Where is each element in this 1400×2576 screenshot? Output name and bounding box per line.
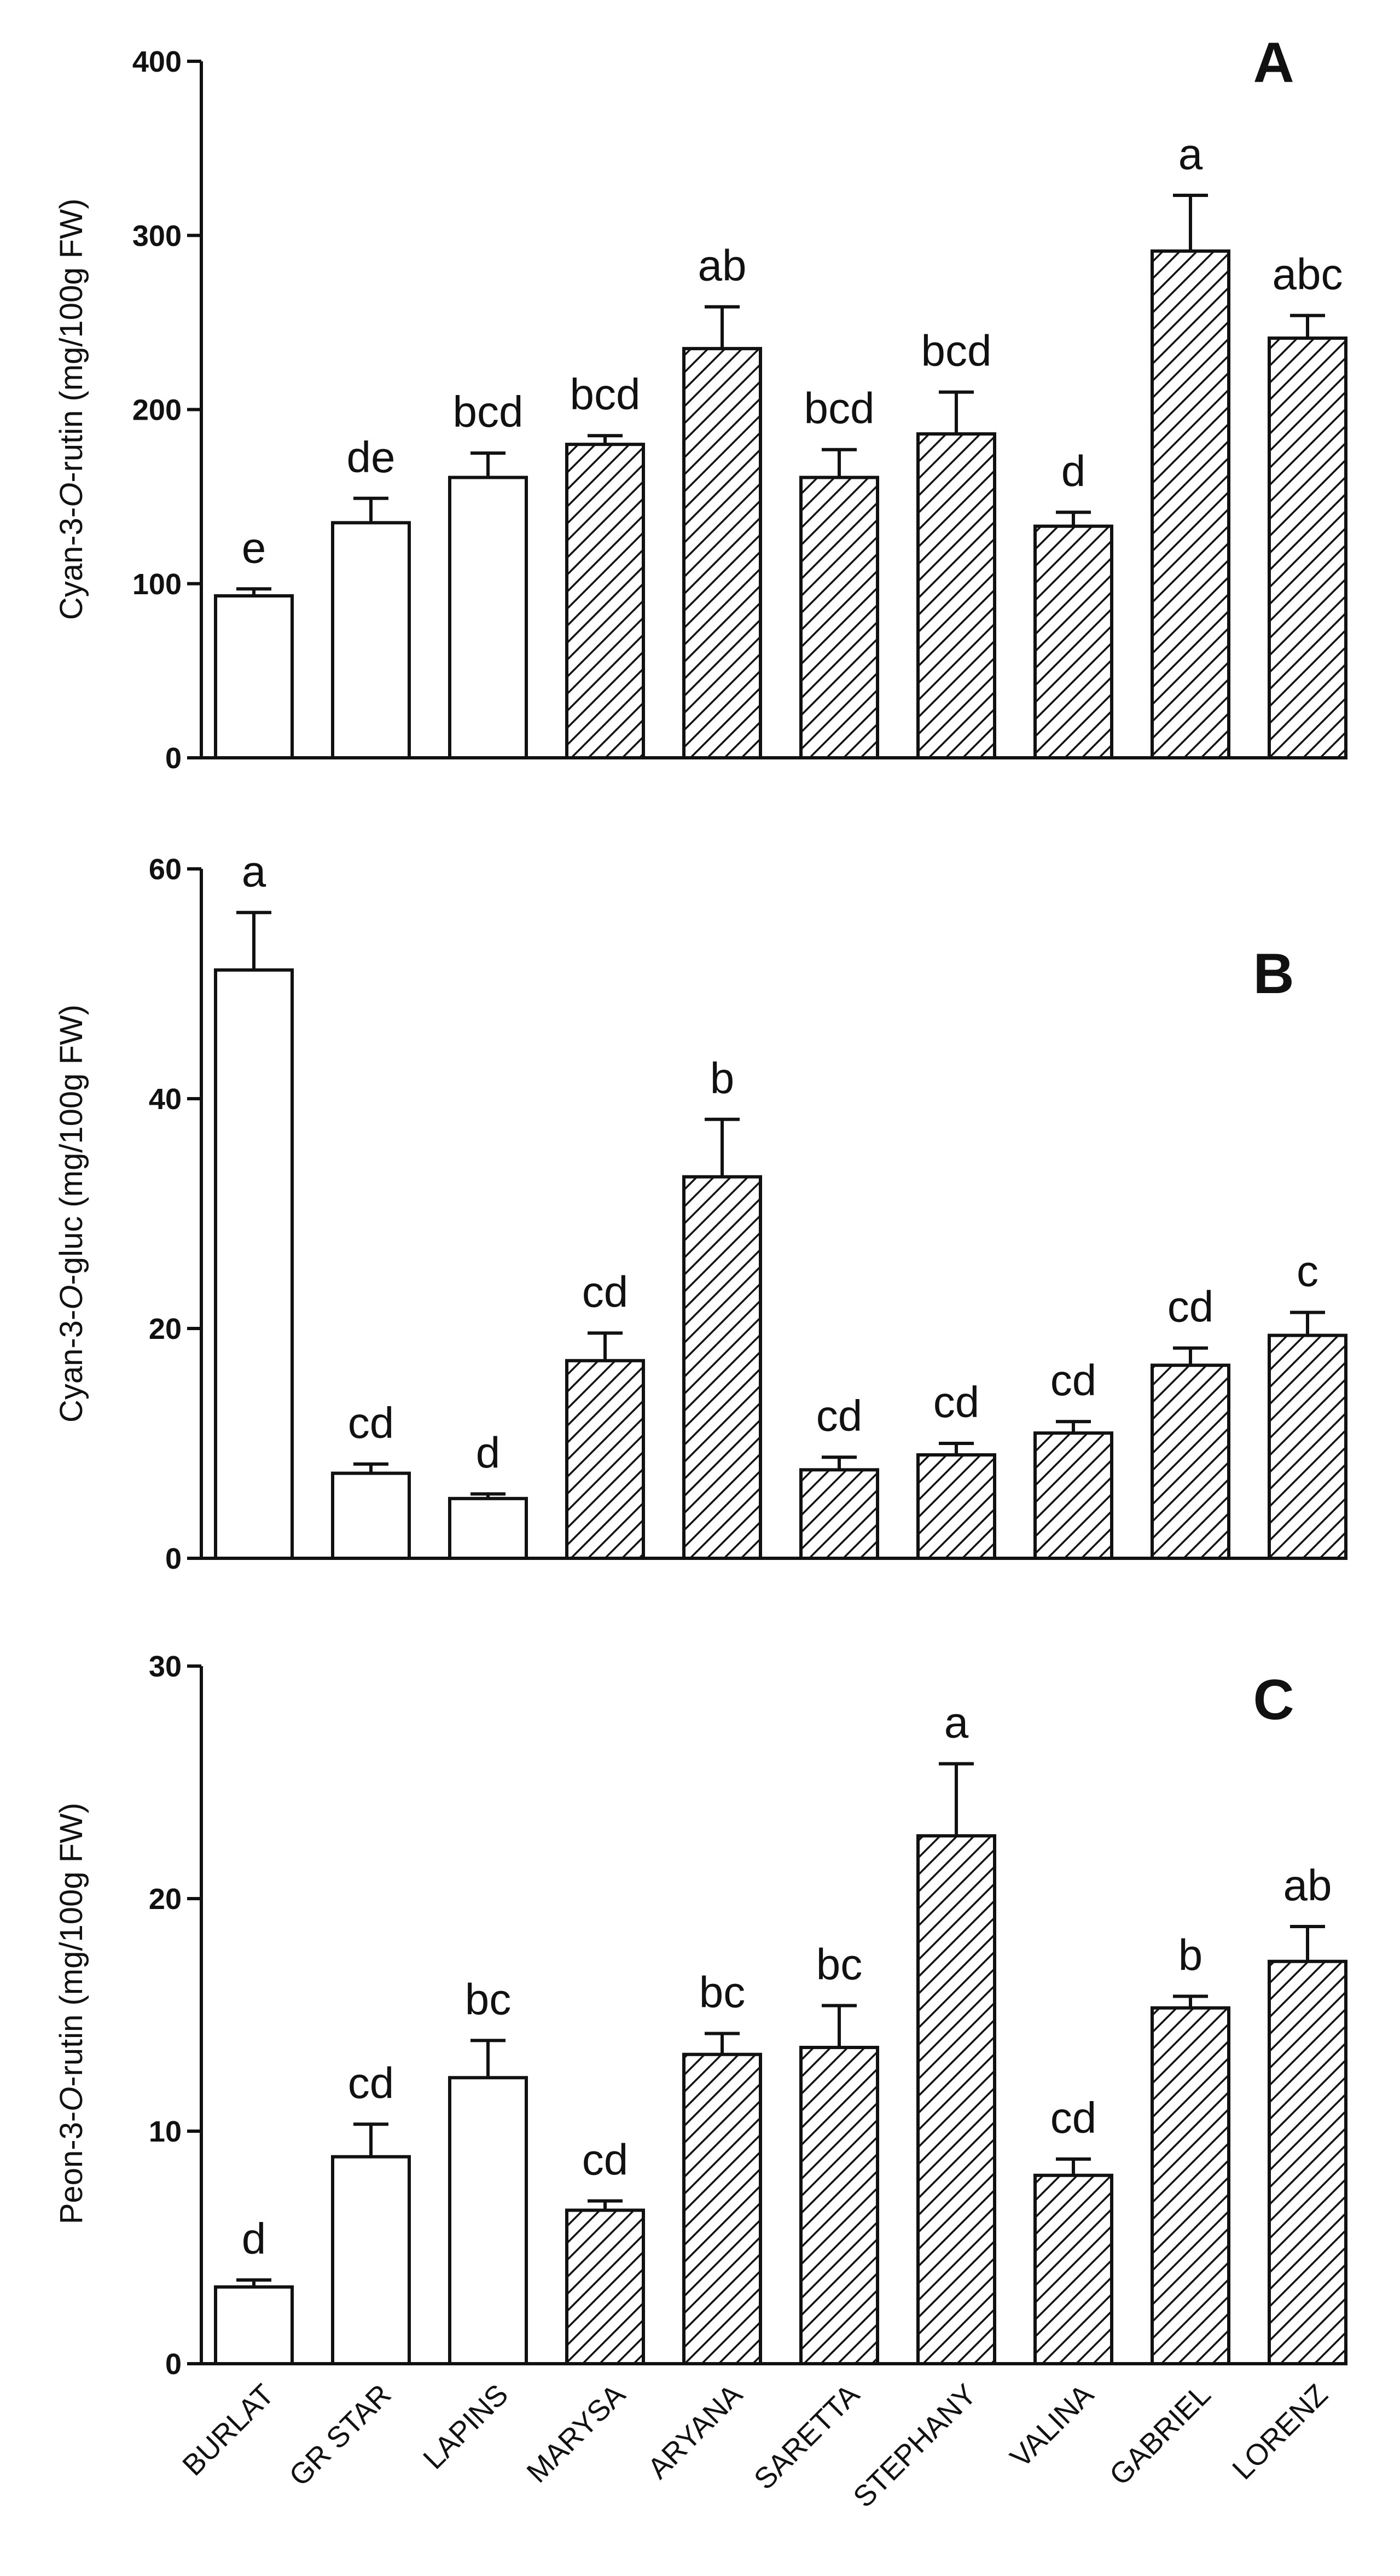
y-tick-label: 0 xyxy=(165,2348,182,2381)
bar-valina xyxy=(1033,1431,1113,1560)
bar-lapins xyxy=(448,1496,528,1560)
category-label: SARETTA xyxy=(748,2378,866,2496)
significance-letter: bcd xyxy=(453,387,524,436)
significance-letter: a xyxy=(944,1698,969,1747)
significance-letter: d xyxy=(1061,446,1086,495)
category-label: MARYSA xyxy=(520,2378,631,2489)
bar-valina xyxy=(1033,524,1113,759)
panel-b: 0 20 40 60 Cyan-3-O-gluc (mg/100g FW) Ba cd d cd… xyxy=(54,847,1347,1575)
significance-letter: a xyxy=(242,847,266,896)
category-label: STEPHANY xyxy=(847,2378,983,2514)
bar-lapins xyxy=(448,2076,528,2365)
bar-lorenz xyxy=(1268,1333,1347,1560)
y-tick-label: 20 xyxy=(149,1883,182,1916)
significance-letter: bcd xyxy=(804,384,875,433)
significance-letter: bc xyxy=(465,1975,512,2023)
category-label: BURLAT xyxy=(176,2378,280,2482)
bar-marysa xyxy=(565,2208,645,2365)
significance-letter: cd xyxy=(933,1378,980,1426)
y-axis-title: Peon-3-O-rutin (mg/100g FW) xyxy=(54,1803,89,2224)
panel-label: A xyxy=(1253,31,1294,95)
category-label: ARYANA xyxy=(642,2378,749,2485)
bar-aryana xyxy=(682,347,762,759)
significance-letter: d xyxy=(242,2214,266,2263)
significance-letter: cd xyxy=(1050,1356,1097,1405)
significance-letter: e xyxy=(242,523,266,572)
y-tick-label: 60 xyxy=(149,853,182,886)
panel-label: C xyxy=(1253,1668,1294,1732)
bar-aryana xyxy=(682,1175,762,1560)
bar-burlat xyxy=(214,2285,294,2365)
bar-burlat xyxy=(214,968,294,1560)
bar-gabriel xyxy=(1151,249,1230,759)
y-tick-label: 10 xyxy=(149,2115,182,2148)
bar-lorenz xyxy=(1268,336,1347,759)
significance-letter: cd xyxy=(348,2058,394,2107)
category-label: VALINA xyxy=(1004,2378,1100,2474)
y-tick-label: 40 xyxy=(149,1083,182,1116)
significance-letter: cd xyxy=(582,2136,629,2184)
significance-letter: cd xyxy=(582,1267,629,1316)
significance-letter: d xyxy=(476,1428,501,1477)
significance-letter: ab xyxy=(1283,1861,1332,1910)
y-tick-label: 30 xyxy=(149,1650,182,1683)
bar-gabriel xyxy=(1151,1364,1230,1560)
bar-valina xyxy=(1033,2173,1113,2365)
bar-stephany xyxy=(916,1453,996,1560)
significance-letter: bc xyxy=(699,1968,746,2017)
y-axis-title: Cyan-3-O-rutin (mg/100g FW) xyxy=(54,199,89,620)
y-tick-label: 200 xyxy=(132,394,182,427)
y-tick-label: 100 xyxy=(132,568,182,601)
significance-letter: a xyxy=(1178,130,1203,178)
bar-burlat xyxy=(214,594,294,759)
panel-a: 0 100 200 300 400 Cyan-3-O-rutin (mg/100g FW)… xyxy=(54,31,1347,775)
significance-letter: bc xyxy=(816,1940,863,1989)
significance-letter: abc xyxy=(1273,250,1343,299)
bar-saretta xyxy=(799,475,879,759)
bar-stephany xyxy=(916,432,996,759)
significance-letter: de xyxy=(347,433,396,481)
significance-letter: b xyxy=(1178,1931,1203,1980)
significance-letter: b xyxy=(710,1054,735,1103)
y-tick-label: 0 xyxy=(165,742,182,775)
category-label: GABRIEL xyxy=(1103,2378,1217,2492)
significance-letter: cd xyxy=(1167,1283,1214,1331)
bar-gr-star xyxy=(331,2155,411,2365)
significance-letter: cd xyxy=(348,1399,394,1447)
bar-gr-star xyxy=(331,1471,411,1560)
bar-stephany xyxy=(916,1834,996,2365)
bar-aryana xyxy=(682,2052,762,2365)
bar-saretta xyxy=(799,2046,879,2365)
significance-letter: c xyxy=(1297,1247,1318,1296)
y-tick-label: 300 xyxy=(132,219,182,252)
bar-lapins xyxy=(448,475,528,759)
significance-letter: cd xyxy=(1050,2093,1097,2142)
bar-gr-star xyxy=(331,521,411,759)
category-label: LAPINS xyxy=(417,2378,514,2475)
category-label: GR STAR xyxy=(283,2378,397,2492)
bar-gabriel xyxy=(1151,2006,1230,2365)
bar-lorenz xyxy=(1268,1959,1347,2365)
panel-label: B xyxy=(1253,942,1294,1006)
category-label: LORENZ xyxy=(1226,2378,1334,2486)
significance-letter: bcd xyxy=(921,327,992,375)
y-tick-label: 400 xyxy=(132,45,182,78)
bar-saretta xyxy=(799,1468,879,1560)
bar-marysa xyxy=(565,1359,645,1560)
bar-marysa xyxy=(565,443,645,759)
y-tick-label: 20 xyxy=(149,1313,182,1345)
significance-letter: ab xyxy=(698,241,747,290)
y-tick-label: 0 xyxy=(165,1542,182,1575)
significance-letter: cd xyxy=(816,1391,863,1440)
significance-letter: bcd xyxy=(570,370,641,419)
y-axis-title: Cyan-3-O-gluc (mg/100g FW) xyxy=(54,1005,89,1423)
